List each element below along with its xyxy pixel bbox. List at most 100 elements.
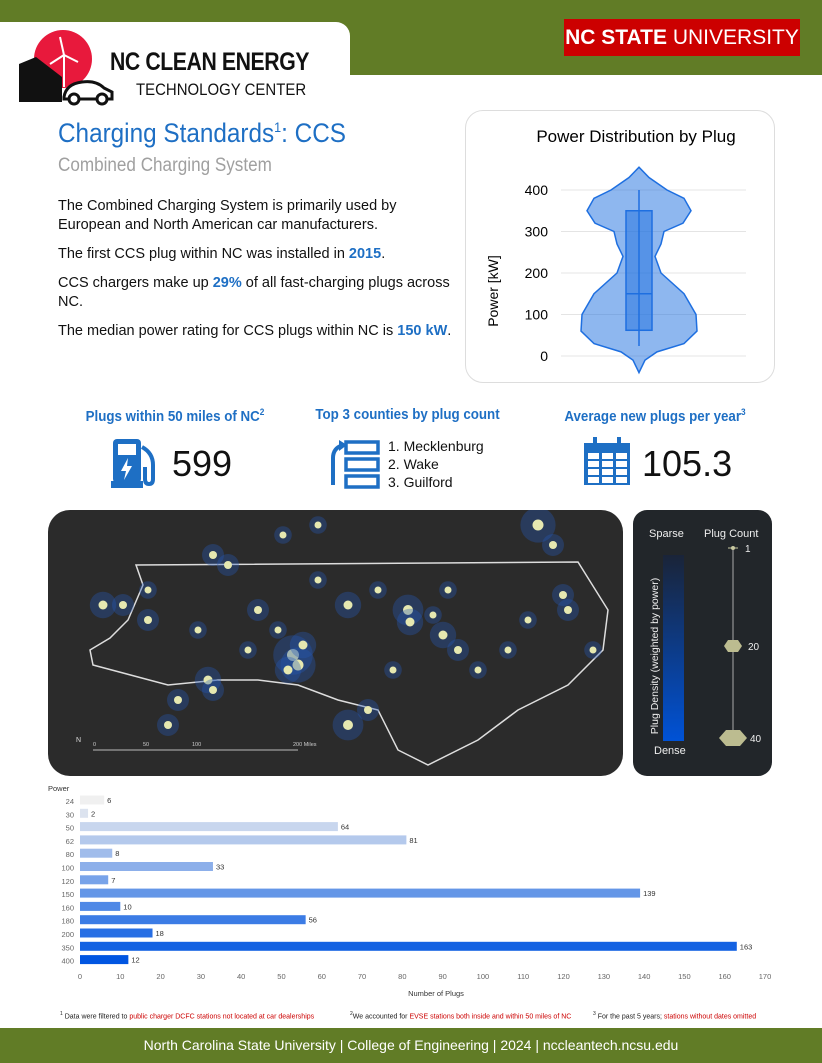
charger-point [174, 696, 182, 704]
page-subtitle: Combined Charging System [58, 155, 272, 176]
bar-xtick: 140 [638, 972, 651, 981]
charger-point [403, 605, 413, 615]
plugs-value: 599 [172, 443, 233, 484]
violin-ytick: 200 [525, 265, 549, 281]
violin-ytick: 0 [540, 348, 548, 364]
bar-category-label: 30 [66, 810, 74, 819]
intro-p2: The first CCS plug within NC was install… [58, 246, 386, 262]
violin-ylabel: Power [kW] [485, 255, 501, 327]
county-list: 1. Mecklenburg 2. Wake 3. Guilford [388, 437, 484, 491]
charger-point [343, 600, 353, 610]
avg-heading: Average new plugs per year3 [564, 407, 746, 425]
charger-point [194, 626, 202, 634]
bar-xtick: 120 [557, 972, 570, 981]
charger-point [549, 541, 557, 549]
bar-value-label: 163 [740, 942, 753, 951]
bar-value-label: 2 [91, 809, 95, 818]
logo-subtitle: TECHNOLOGY CENTER [136, 80, 307, 99]
charger-map[interactable]: N 0 50 100 200 Miles [48, 510, 623, 776]
charger-point [429, 611, 437, 619]
violin-ytick: 300 [525, 224, 549, 240]
calendar-cell [616, 469, 627, 475]
violin-ytick: 400 [525, 182, 549, 198]
bar-xtick: 100 [477, 972, 490, 981]
bar-value-label: 139 [643, 889, 656, 898]
footnote-2: 2We accounted for EVSE stations both ins… [350, 1011, 572, 1021]
scale-50: 50 [143, 742, 149, 748]
bar-value-label: 56 [309, 916, 317, 925]
bar-category-label: 100 [61, 864, 74, 873]
charger-point [438, 630, 448, 640]
bar-24 [80, 795, 105, 805]
charger-point [209, 551, 217, 559]
calendar-cell [588, 477, 599, 483]
charger-point [144, 616, 152, 624]
violin-ytick: 100 [525, 307, 549, 323]
violin-plot: Power Distribution by Plug Power [kW] 0 1… [485, 127, 746, 375]
map-legend: Sparse Plug Count Plug Density (weighted… [633, 510, 772, 776]
intro-p4: The median power rating for CCS plugs wi… [58, 323, 452, 339]
charger-point [474, 666, 482, 674]
scale-200: 200 Miles [293, 742, 317, 748]
calendar-cell [588, 469, 599, 475]
first-year: 2015 [348, 246, 382, 262]
bar-80 [80, 848, 113, 858]
bar-value-label: 8 [115, 849, 119, 858]
title-suffix: : CCS [281, 118, 346, 148]
bar-100 [80, 862, 213, 871]
charger-point [254, 606, 262, 614]
charger-point [564, 606, 572, 614]
charger-point [164, 721, 172, 729]
bar-120 [80, 875, 109, 885]
charger-point [444, 586, 452, 594]
calendar-cell [588, 453, 599, 459]
calendar-cell [602, 477, 613, 483]
bar-ylabel: Power [48, 784, 70, 793]
charger-point [314, 521, 322, 529]
charger-point [405, 617, 415, 627]
title-sup: 1 [274, 119, 282, 135]
charger-point [144, 586, 152, 594]
footnote-3: 3 For the past 5 years; stations without… [593, 1011, 757, 1021]
calendar-cell [616, 461, 627, 467]
bar-category-label: 80 [66, 850, 74, 859]
charger-point [589, 646, 597, 654]
bar-category-label: 350 [61, 943, 74, 952]
charger-point [274, 626, 282, 634]
ranking-list-icon [331, 440, 380, 489]
charger-point [454, 646, 462, 654]
intro-p3: CCS chargers make up 29% of all fast-cha… [58, 275, 450, 310]
charger-point [287, 649, 299, 661]
logo-title: NC CLEAN ENERGY [110, 48, 310, 76]
avg-value: 105.3 [642, 443, 733, 484]
bar-150 [80, 888, 641, 898]
bar-xtick: 80 [398, 972, 406, 981]
violin-card: Power Distribution by Plug Power [kW] 0 1… [465, 110, 775, 383]
charger-point [374, 586, 382, 594]
bar-160 [80, 901, 121, 911]
legend-count-title: Plug Count [704, 528, 759, 540]
ncsu-logo[interactable]: NC STATE UNIVERSITY [564, 19, 800, 56]
charger-point [203, 675, 213, 685]
bar-xlabel: Number of Plugs [408, 989, 464, 998]
bar-category-label: 400 [61, 957, 74, 966]
bar-xtick: 170 [759, 972, 772, 981]
map-canvas[interactable]: N 0 50 100 200 Miles [48, 510, 623, 776]
median-power: 150 kW [397, 323, 448, 339]
footnote-1: 1 Data were filtered to public charger D… [60, 1011, 315, 1021]
charger-point [504, 646, 512, 654]
bar-xtick: 30 [197, 972, 205, 981]
charger-point [119, 601, 127, 609]
legend-dense: Dense [654, 745, 686, 757]
north-arrow: N [76, 737, 81, 744]
bar-200 [80, 928, 153, 938]
density-gradient-bar [663, 555, 684, 741]
county-3: 3. Guilford [388, 474, 453, 490]
charger-point [532, 519, 544, 531]
page-title: Charging Standards1: CCS [58, 118, 346, 149]
bar-category-label: 50 [66, 824, 74, 833]
calendar-cell [602, 469, 613, 475]
bar-30 [80, 808, 89, 818]
bar-xtick: 50 [277, 972, 285, 981]
